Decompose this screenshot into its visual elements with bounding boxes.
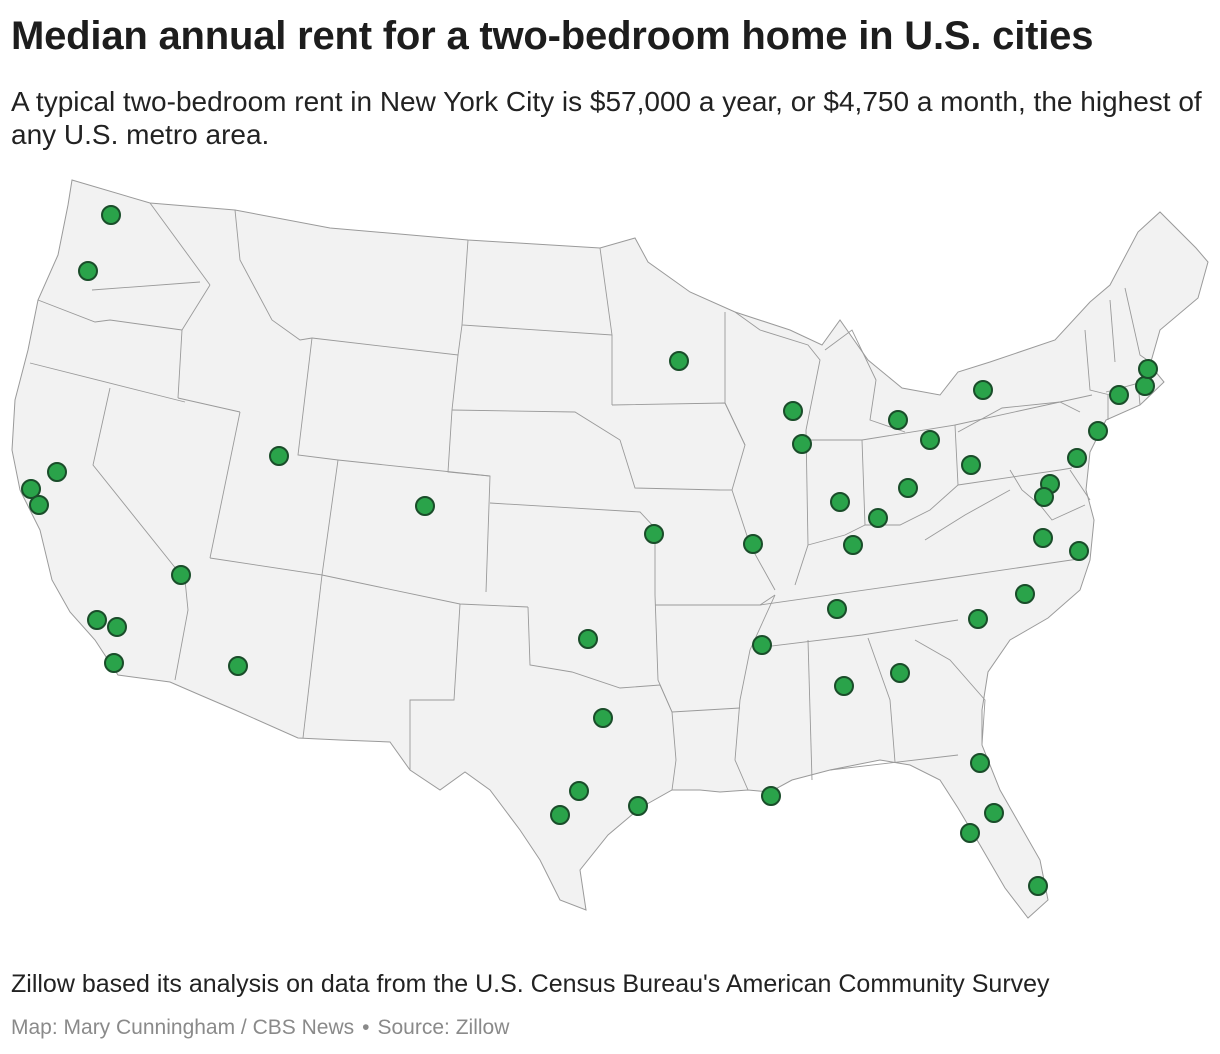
us-map [11, 179, 1209, 919]
city-marker[interactable] [960, 823, 980, 843]
separator: • [362, 1016, 370, 1039]
city-marker[interactable] [973, 380, 993, 400]
city-marker[interactable] [961, 455, 981, 475]
city-marker[interactable] [1138, 359, 1158, 379]
city-marker[interactable] [1069, 541, 1089, 561]
city-marker[interactable] [920, 430, 940, 450]
city-marker[interactable] [1135, 376, 1155, 396]
city-marker[interactable] [743, 534, 763, 554]
city-marker[interactable] [834, 676, 854, 696]
page-title: Median annual rent for a two-bedroom hom… [11, 14, 1094, 58]
city-marker[interactable] [898, 478, 918, 498]
city-marker[interactable] [593, 708, 613, 728]
city-marker[interactable] [968, 609, 988, 629]
city-marker[interactable] [644, 524, 664, 544]
city-marker[interactable] [752, 635, 772, 655]
city-marker[interactable] [21, 479, 41, 499]
byline: Map: Mary Cunningham / CBS News [11, 1016, 355, 1039]
city-marker[interactable] [104, 653, 124, 673]
city-marker[interactable] [1067, 448, 1087, 468]
city-marker[interactable] [1015, 584, 1035, 604]
city-marker[interactable] [761, 786, 781, 806]
city-marker[interactable] [669, 351, 689, 371]
city-marker[interactable] [888, 410, 908, 430]
city-marker[interactable] [792, 434, 812, 454]
city-marker[interactable] [843, 535, 863, 555]
city-marker[interactable] [171, 565, 191, 585]
city-marker[interactable] [107, 617, 127, 637]
city-marker[interactable] [47, 462, 67, 482]
city-marker[interactable] [1034, 487, 1054, 507]
city-marker[interactable] [101, 205, 121, 225]
city-marker[interactable] [269, 446, 289, 466]
state-borders [29, 202, 1151, 791]
footnote: Zillow based its analysis on data from t… [11, 970, 1050, 998]
city-marker[interactable] [228, 656, 248, 676]
city-marker[interactable] [1028, 876, 1048, 896]
city-marker[interactable] [970, 753, 990, 773]
city-marker[interactable] [87, 610, 107, 630]
city-marker[interactable] [415, 496, 435, 516]
city-marker[interactable] [1033, 528, 1053, 548]
city-marker[interactable] [78, 261, 98, 281]
city-marker[interactable] [550, 805, 570, 825]
city-marker[interactable] [783, 401, 803, 421]
credits-line: Map: Mary Cunningham / CBS News • Source: … [11, 1016, 509, 1040]
city-marker[interactable] [827, 599, 847, 619]
city-marker[interactable] [578, 629, 598, 649]
page-subtitle: A typical two-bedroom rent in New York C… [11, 86, 1202, 150]
city-marker[interactable] [1088, 421, 1108, 441]
city-marker[interactable] [1109, 385, 1129, 405]
us-land [11, 179, 1209, 919]
city-marker[interactable] [29, 495, 49, 515]
source: Source: Zillow [377, 1016, 510, 1039]
city-marker[interactable] [830, 492, 850, 512]
city-marker[interactable] [569, 781, 589, 801]
city-marker[interactable] [890, 663, 910, 683]
city-marker[interactable] [984, 803, 1004, 823]
city-markers [21, 205, 1158, 896]
city-marker[interactable] [628, 796, 648, 816]
city-marker[interactable] [868, 508, 888, 528]
